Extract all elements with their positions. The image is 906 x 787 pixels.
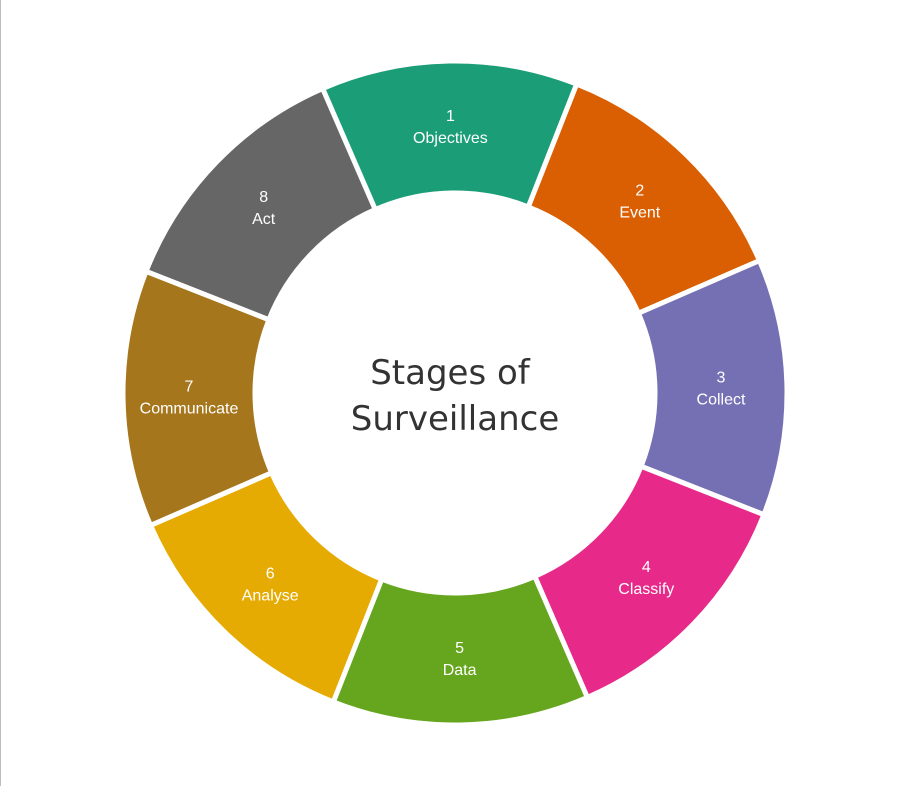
segment-label-classify: Classify — [618, 581, 674, 598]
segment-label-collect: Collect — [697, 391, 746, 408]
segment-number-7: 7 — [185, 379, 194, 396]
segment-label-data: Data — [443, 662, 477, 679]
segment-number-3: 3 — [717, 369, 726, 386]
segment-label-analyse: Analyse — [242, 587, 299, 604]
segment-number-4: 4 — [642, 559, 651, 576]
segment-label-event: Event — [619, 205, 660, 222]
segment-number-1: 1 — [446, 108, 455, 125]
segment-label-objectives: Objectives — [413, 130, 488, 147]
center-title-line-2: Surveillance — [351, 399, 559, 439]
segment-act — [142, 85, 379, 323]
center-title-line-1: Stages of — [370, 353, 531, 393]
labels-group: 1 Objectives 2 Event 3 Collect 4 Classify 5 Data 6… — [140, 108, 746, 679]
segment-number-5: 5 — [455, 640, 464, 657]
segment-label-act: Act — [252, 211, 276, 228]
segments-group — [120, 58, 790, 728]
segment-number-6: 6 — [266, 565, 275, 582]
segment-label-communicate: Communicate — [140, 401, 239, 418]
segment-number-2: 2 — [635, 183, 644, 200]
segment-number-8: 8 — [259, 189, 268, 206]
